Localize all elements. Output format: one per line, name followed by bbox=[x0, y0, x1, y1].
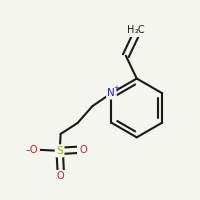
Text: S: S bbox=[56, 146, 63, 156]
Text: O: O bbox=[57, 171, 64, 181]
Text: –O: –O bbox=[26, 145, 38, 155]
Text: +: + bbox=[113, 85, 119, 91]
Text: N: N bbox=[107, 88, 115, 98]
Text: ₂C: ₂C bbox=[135, 25, 145, 35]
Text: O: O bbox=[79, 145, 87, 155]
Text: H: H bbox=[127, 25, 135, 35]
